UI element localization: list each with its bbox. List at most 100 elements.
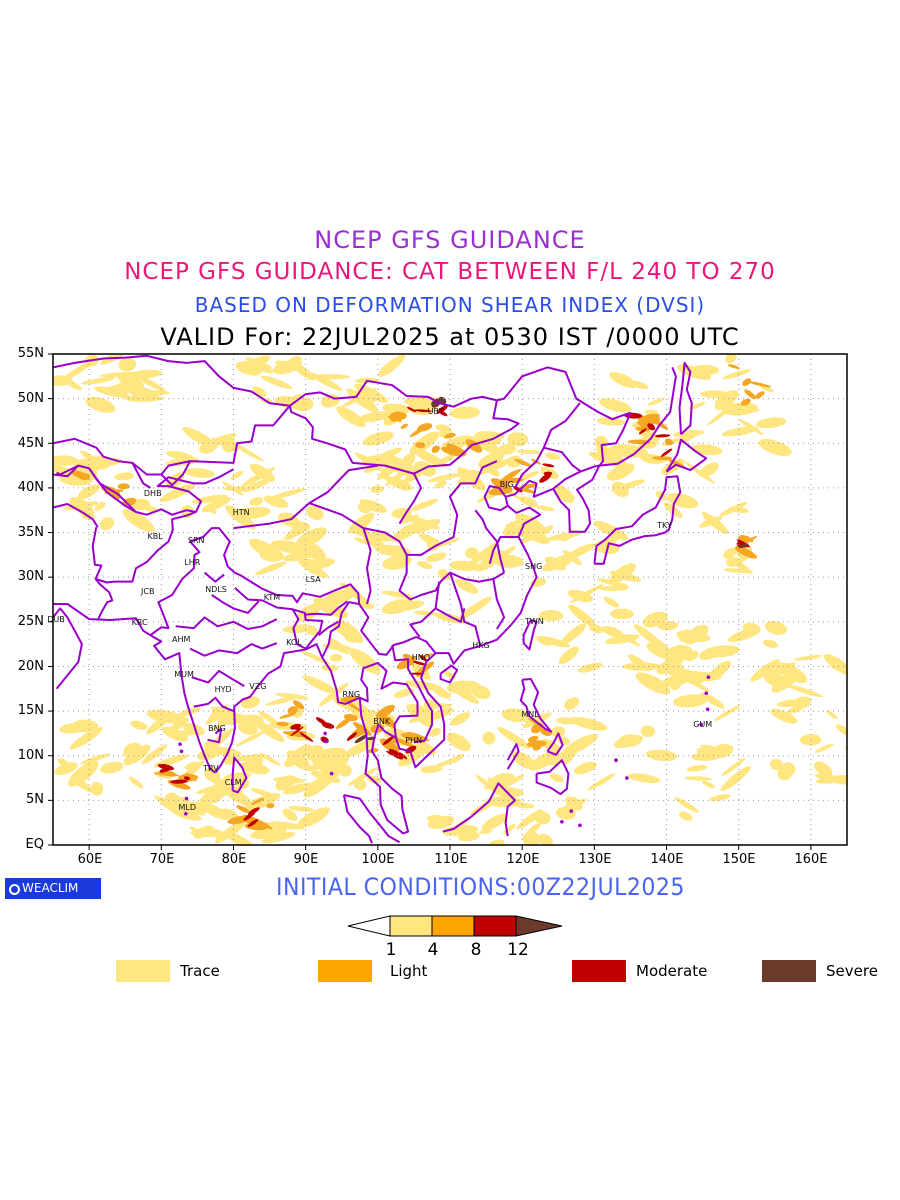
turbulence-cell xyxy=(402,514,440,530)
turbulence-cell xyxy=(755,417,787,429)
turbulence-cell xyxy=(249,497,264,506)
turbulence-cell xyxy=(184,468,215,478)
turbulence-cell xyxy=(69,727,103,750)
turbulence-cell xyxy=(241,719,258,734)
city-label-mnl: MNL xyxy=(521,709,539,719)
turbulence-cell xyxy=(414,409,432,413)
city-label-clm: CLM xyxy=(224,778,242,788)
weaclim-logo[interactable]: WEACLIM xyxy=(5,878,101,899)
turbulence-cell xyxy=(388,749,404,760)
turbulence-cell xyxy=(415,442,426,449)
turbulence-cell xyxy=(620,633,640,647)
city-label-ktm: KTM xyxy=(263,592,281,602)
turbulence-cell xyxy=(491,772,515,786)
lat-lon-grid xyxy=(53,354,847,845)
turbulence-cell xyxy=(310,770,341,783)
turbulence-cell xyxy=(448,753,465,764)
turbulence-cell xyxy=(747,381,772,388)
turbulence-cell xyxy=(570,716,608,731)
turbulence-cell xyxy=(363,431,394,446)
title-main: NCEP GFS GUIDANCE xyxy=(314,226,586,254)
turbulence-cell xyxy=(475,774,500,796)
turbulence-cell xyxy=(357,502,371,514)
city-label-phn: PHN xyxy=(405,736,423,746)
city-label-ahm: AHM xyxy=(172,634,191,644)
turbulence-cell xyxy=(117,483,130,490)
turbulence-cell xyxy=(744,389,757,400)
turbulence-cell xyxy=(300,650,330,665)
turbulence-cell xyxy=(99,761,124,774)
boundary-line xyxy=(231,756,248,794)
turbulence-cell xyxy=(598,585,629,591)
boundary-line xyxy=(343,794,400,844)
city-label-rng: RNG xyxy=(342,690,361,699)
turbulence-cell xyxy=(705,645,740,658)
turbulence-cell xyxy=(562,733,598,756)
boundary-line xyxy=(308,502,372,605)
boundary-line xyxy=(214,367,677,835)
turbulence-cell xyxy=(764,673,790,688)
turbulence-cell xyxy=(532,744,542,751)
turbulence-cell xyxy=(321,589,356,606)
turbulence-cell xyxy=(248,807,260,815)
turbulence-cell xyxy=(377,354,406,377)
turbulence-cell xyxy=(543,471,553,476)
island-dot xyxy=(625,776,629,780)
turbulence-cell xyxy=(723,548,737,559)
turbulence-cell xyxy=(775,662,808,684)
turbulence-cell xyxy=(560,623,587,645)
turbulence-cell xyxy=(114,472,135,481)
legend-swatch-moderate xyxy=(572,960,626,982)
city-label-bng: BNG xyxy=(208,723,226,733)
boundary-line xyxy=(442,782,516,837)
turbulence-cell xyxy=(259,548,284,562)
turbulence-cell xyxy=(368,748,379,754)
city-label-mum: MUM xyxy=(174,669,194,679)
lat-label: 40N xyxy=(17,480,44,495)
turbulence-cell xyxy=(53,455,79,466)
turbulence-cell xyxy=(189,826,203,835)
boundary-line xyxy=(363,460,498,556)
turbulence-cell xyxy=(596,417,626,426)
turbulence-cell xyxy=(329,653,343,662)
boundary-line xyxy=(234,587,293,611)
island-dot xyxy=(706,675,711,679)
turbulence-cell xyxy=(236,805,251,814)
turbulence-cell xyxy=(721,757,746,777)
turbulence-cell xyxy=(336,406,366,428)
turbulence-cell xyxy=(609,570,642,582)
turbulence-cell xyxy=(129,369,162,379)
boundary-line xyxy=(593,475,682,565)
lat-label: 45N xyxy=(17,436,44,451)
boundary-line xyxy=(94,578,114,621)
turbulence-cell xyxy=(633,624,662,648)
island-dot xyxy=(179,749,184,754)
boundary-line xyxy=(678,361,693,436)
turbulence-cell xyxy=(310,756,340,777)
city-label-ubt: UBT xyxy=(427,407,444,416)
colorbar xyxy=(347,915,563,937)
turbulence-cell xyxy=(302,675,337,694)
turbulence-cell xyxy=(266,803,275,809)
colorbar-low-triangle xyxy=(347,915,391,937)
boundary-line xyxy=(483,485,509,512)
turbulence-cell xyxy=(128,776,144,789)
boundary-line xyxy=(439,664,459,684)
legend-label-trace: Trace xyxy=(180,962,220,980)
island-dot xyxy=(704,691,709,696)
turbulence-cell xyxy=(261,831,296,844)
turbulence-cell xyxy=(258,752,281,766)
turbulence-cell xyxy=(297,807,330,829)
turbulence-cell xyxy=(283,782,314,795)
turbulence-cell xyxy=(394,737,415,748)
turbulence-cell xyxy=(527,735,539,743)
turbulence-cell xyxy=(122,509,155,532)
boundary-line xyxy=(53,354,290,407)
turbulence-cell xyxy=(781,762,796,776)
island-dot xyxy=(578,823,582,828)
turbulence-cell xyxy=(386,750,393,756)
turbulence-cell xyxy=(121,497,137,507)
turbulence-cell xyxy=(470,436,502,455)
turbulence-cell xyxy=(244,355,270,370)
turbulence-cell xyxy=(231,442,264,462)
